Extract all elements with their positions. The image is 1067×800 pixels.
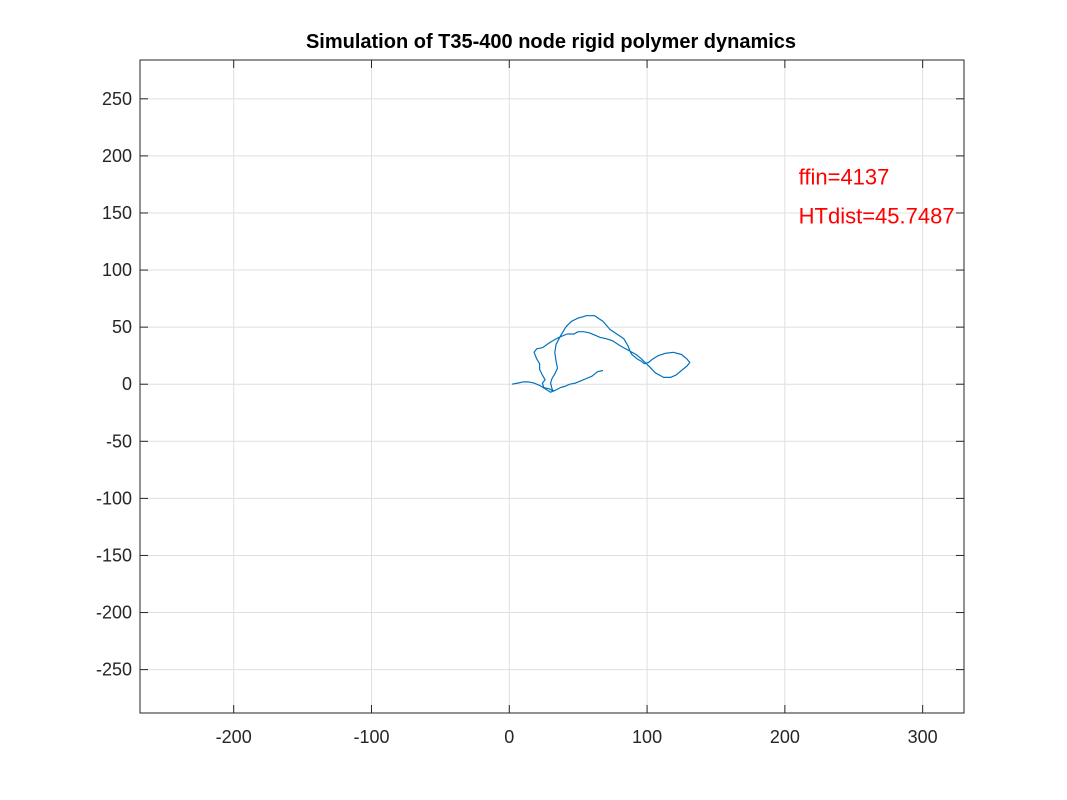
y-tick-label: 250	[102, 89, 132, 109]
x-tick-labels: -200 -100 0 100 200 300	[216, 727, 938, 747]
plot-area-frame	[139, 59, 965, 714]
annotation-text: HTdist=45.7487	[799, 203, 955, 228]
y-tick-labels: 250 200 150 100 50 0 -50 -100 -150 -200 -250	[96, 89, 132, 680]
y-tick-label: -50	[106, 431, 132, 451]
axis-ticks	[140, 60, 964, 713]
x-tick-label: -100	[353, 727, 389, 747]
y-tick-label: 50	[112, 317, 132, 337]
y-tick-label: 100	[102, 260, 132, 280]
y-tick-label: 200	[102, 146, 132, 166]
y-tick-label: 0	[122, 374, 132, 394]
x-tick-label: 200	[770, 727, 800, 747]
y-tick-label: -100	[96, 488, 132, 508]
chart-title: Simulation of T35-400 node rigid polymer…	[306, 31, 796, 53]
x-tick-label: 300	[908, 727, 938, 747]
annotations: ffin=4137 HTdist=45.7487	[799, 164, 955, 228]
polymer-series-line	[511, 315, 691, 393]
x-tick-label: 100	[632, 727, 662, 747]
annotation-text: ffin=4137	[799, 164, 890, 189]
y-tick-label: -200	[96, 603, 132, 623]
y-tick-label: -150	[96, 545, 132, 565]
x-tick-label: 0	[504, 727, 514, 747]
x-tick-label: -200	[216, 727, 252, 747]
series-group	[511, 315, 691, 393]
grid	[140, 60, 964, 713]
y-tick-label: 150	[102, 203, 132, 223]
y-tick-label: -250	[96, 660, 132, 680]
